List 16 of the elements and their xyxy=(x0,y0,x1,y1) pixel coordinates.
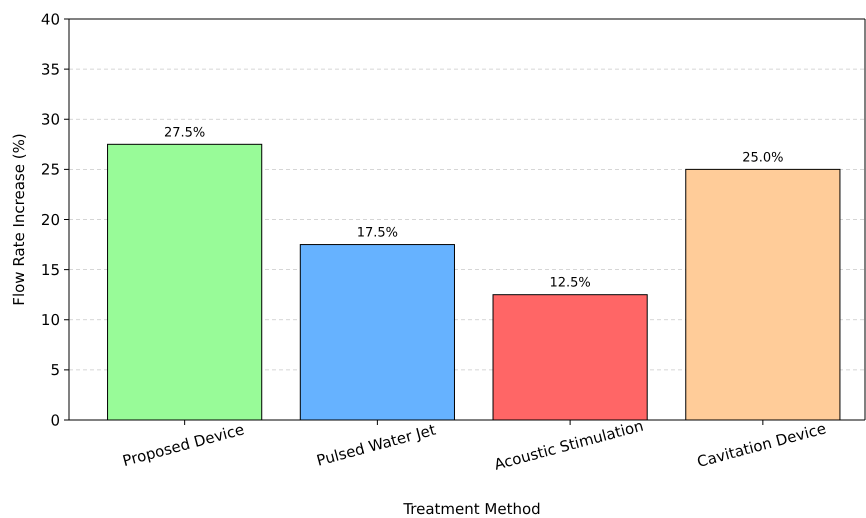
data-label: 27.5% xyxy=(164,125,206,140)
y-tick-label: 25 xyxy=(40,160,60,179)
y-tick-label: 0 xyxy=(50,411,60,430)
data-label: 12.5% xyxy=(549,276,591,291)
y-tick-label: 35 xyxy=(40,60,60,78)
x-tick-label: Pulsed Water Jet xyxy=(314,420,438,470)
y-axis-title: Flow Rate Increase (%) xyxy=(10,133,28,306)
y-tick-label: 5 xyxy=(50,361,60,380)
x-axis-title: Treatment Method xyxy=(402,500,541,518)
y-tick-label: 20 xyxy=(40,210,60,229)
y-tick-label: 10 xyxy=(40,311,60,329)
y-tick-label: 15 xyxy=(40,260,60,279)
y-tick-label: 30 xyxy=(40,110,60,128)
data-label: 17.5% xyxy=(356,226,398,241)
data-label: 25.0% xyxy=(742,150,784,166)
y-tick-label: 40 xyxy=(40,10,60,28)
